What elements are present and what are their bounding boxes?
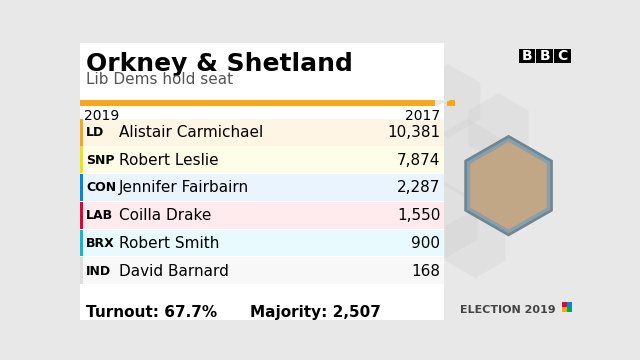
Text: Jennifer Fairbairn: Jennifer Fairbairn (119, 180, 249, 195)
Text: 10,381: 10,381 (387, 125, 440, 140)
Text: SNP: SNP (86, 154, 115, 167)
Text: Majority: 2,507: Majority: 2,507 (250, 305, 381, 320)
Bar (562, 307, 566, 312)
Polygon shape (433, 119, 502, 199)
Text: Coilla Drake: Coilla Drake (119, 208, 211, 223)
Text: 1,550: 1,550 (397, 208, 440, 223)
Bar (80, 202, 83, 229)
Polygon shape (470, 142, 547, 230)
Text: Orkney & Shetland: Orkney & Shetland (86, 53, 353, 76)
Bar (80, 119, 444, 145)
Text: 2019: 2019 (84, 109, 119, 123)
Polygon shape (464, 135, 553, 237)
Polygon shape (379, 228, 433, 289)
Text: LAB: LAB (86, 209, 113, 222)
Bar (568, 302, 572, 306)
Text: CON: CON (86, 181, 116, 194)
Polygon shape (365, 78, 438, 163)
Bar (80, 174, 444, 201)
Bar (80, 174, 83, 201)
Bar (80, 230, 83, 256)
Text: BRX: BRX (86, 237, 115, 250)
Text: IND: IND (86, 265, 111, 278)
Bar (80, 202, 444, 229)
Text: 900: 900 (412, 236, 440, 251)
Polygon shape (468, 93, 529, 163)
Bar (80, 119, 83, 145)
Text: Alistair Carmichael: Alistair Carmichael (119, 125, 263, 140)
Bar (518, 49, 535, 63)
Bar (80, 43, 444, 320)
Polygon shape (445, 209, 506, 278)
Bar (80, 147, 444, 173)
Bar (562, 302, 566, 306)
Polygon shape (189, 163, 250, 232)
Bar (80, 100, 435, 106)
Text: Robert Leslie: Robert Leslie (119, 153, 218, 168)
Text: Robert Smith: Robert Smith (119, 236, 219, 251)
Text: B: B (540, 49, 550, 63)
Polygon shape (237, 116, 310, 201)
Text: Lib Dems hold seat: Lib Dems hold seat (86, 72, 234, 87)
Bar (536, 49, 553, 63)
Text: LD: LD (86, 126, 104, 139)
Polygon shape (416, 64, 481, 138)
Bar (80, 285, 444, 320)
Text: C: C (557, 49, 568, 63)
Polygon shape (385, 142, 442, 206)
Polygon shape (323, 88, 380, 153)
Text: Turnout: 67.7%: Turnout: 67.7% (86, 305, 218, 320)
Text: 168: 168 (412, 264, 440, 279)
Text: B: B (522, 49, 532, 63)
Text: David Barnard: David Barnard (119, 264, 228, 279)
Bar (447, 100, 455, 106)
Bar (80, 230, 444, 256)
Polygon shape (280, 183, 345, 257)
Text: 2017: 2017 (405, 109, 440, 123)
Polygon shape (435, 100, 451, 106)
Bar (568, 307, 572, 312)
Bar (554, 49, 571, 63)
Text: ELECTION 2019: ELECTION 2019 (460, 305, 556, 315)
Polygon shape (411, 182, 478, 259)
Bar (80, 257, 83, 284)
Text: 2,287: 2,287 (397, 180, 440, 195)
Bar (80, 257, 444, 284)
Text: 7,874: 7,874 (397, 153, 440, 168)
Bar (80, 147, 83, 173)
Polygon shape (467, 138, 550, 233)
